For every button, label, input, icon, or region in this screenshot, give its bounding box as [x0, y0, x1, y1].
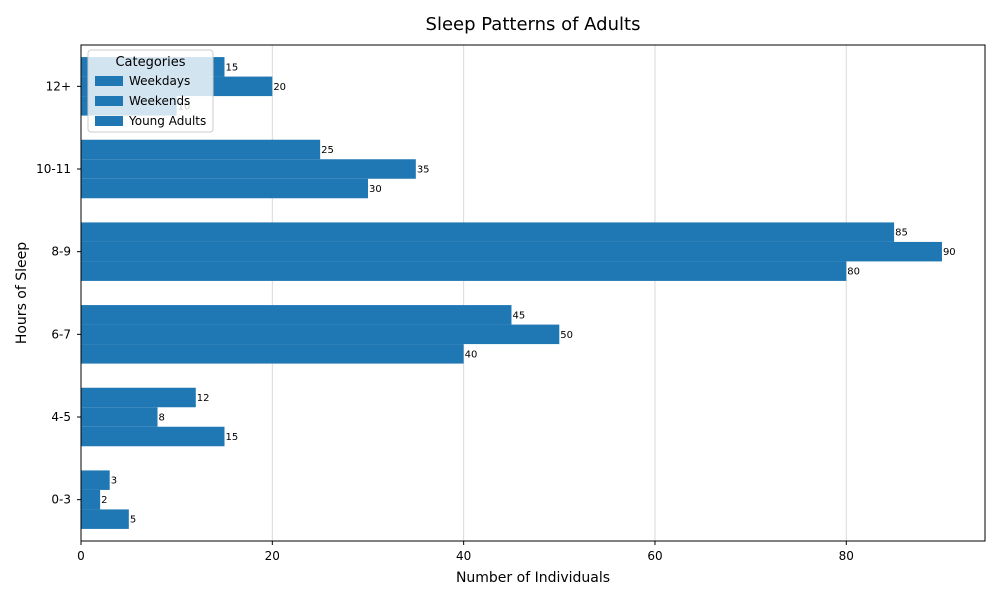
y-tick-label: 6-7: [51, 327, 71, 341]
bar: [81, 324, 560, 345]
bar-value-label: 35: [417, 165, 430, 176]
bar-value-label: 45: [512, 310, 525, 321]
bar: [81, 261, 847, 281]
bar-value-label: 15: [225, 432, 238, 443]
bar: [81, 241, 942, 262]
legend-label: Young Adults: [128, 114, 206, 128]
bar-value-label: 80: [847, 267, 860, 278]
bar: [81, 178, 368, 199]
bar-value-label: 90: [943, 247, 956, 258]
bar-value-label: 12: [197, 393, 210, 404]
x-axis-title: Number of Individuals: [456, 570, 610, 586]
bar-value-label: 30: [369, 184, 382, 195]
x-axis-ticks: 0 20 40 60 80: [77, 541, 854, 563]
y-tick-label: 4-5: [51, 410, 71, 424]
bar-value-label: 15: [225, 62, 238, 73]
bar: [81, 159, 416, 179]
y-tick-label: 12+: [46, 79, 71, 93]
data-labels: 32512815455040859080253530152010: [101, 62, 956, 525]
bar: [81, 305, 512, 325]
bar-value-label: 20: [273, 82, 286, 93]
x-tick-label: 80: [839, 549, 854, 563]
bar-value-label: 25: [321, 145, 334, 156]
y-axis-ticks: 0-3 4-5 6-7 8-9 10-11 12+: [36, 79, 81, 507]
bar-value-label: 50: [560, 330, 573, 341]
legend-label: Weekdays: [129, 74, 190, 88]
bar-value-label: 2: [101, 495, 107, 506]
bar: [81, 387, 196, 408]
bar-value-label: 40: [465, 349, 478, 360]
bar-value-label: 8: [159, 413, 165, 424]
legend: Categories Weekdays Weekends Young Adults: [87, 49, 214, 133]
bar-value-label: 5: [130, 515, 136, 526]
x-tick-label: 0: [77, 549, 85, 563]
legend-swatch: [95, 116, 123, 126]
y-tick-label: 10-11: [36, 162, 71, 176]
y-tick-label: 0-3: [51, 493, 71, 507]
legend-swatch: [95, 96, 123, 106]
y-axis-title: Hours of Sleep: [14, 242, 30, 344]
bar: [81, 139, 321, 160]
x-tick-label: 60: [647, 549, 662, 563]
bar-value-label: 3: [111, 476, 117, 487]
legend-box: [87, 49, 214, 133]
legend-label: Weekends: [129, 94, 190, 108]
bar-value-label: 85: [895, 228, 908, 239]
x-tick-label: 40: [456, 549, 471, 563]
bar: [81, 489, 101, 510]
legend-title: Categories: [115, 55, 185, 70]
bar: [81, 222, 895, 242]
bar: [81, 426, 225, 447]
bar: [81, 509, 129, 529]
bar: [81, 470, 110, 490]
x-tick-label: 20: [265, 549, 280, 563]
chart-title: Sleep Patterns of Adults: [426, 14, 641, 35]
legend-swatch: [95, 76, 123, 86]
y-tick-label: 8-9: [51, 245, 71, 259]
bar: [81, 407, 158, 427]
bars: [81, 57, 942, 529]
bar: [81, 344, 464, 364]
legend-items: Weekdays Weekends Young Adults: [95, 74, 206, 128]
plot-frame: [80, 44, 986, 542]
